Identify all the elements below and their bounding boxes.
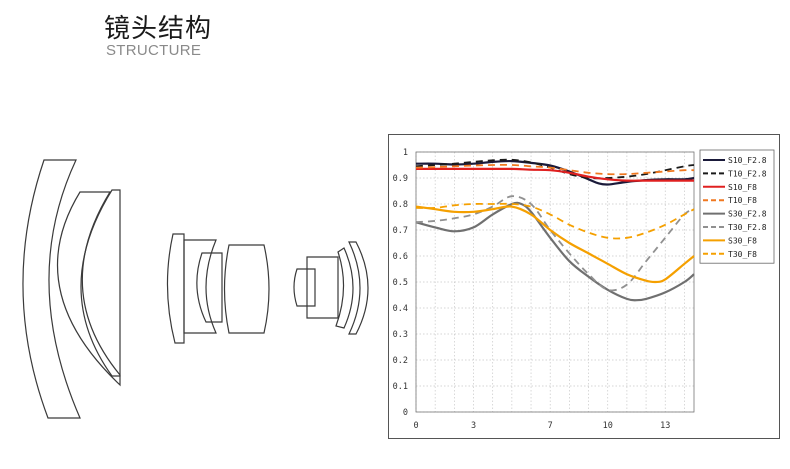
lens-element-2 bbox=[56, 191, 121, 387]
y-tick-label: 0.2 bbox=[393, 356, 408, 366]
legend-label: S30_F8 bbox=[728, 236, 757, 245]
y-tick-label: 0.1 bbox=[393, 382, 408, 392]
chart-axes: 00.10.20.30.40.50.60.70.80.910 3 7 10 13 bbox=[393, 148, 695, 431]
y-tick-label: 0.7 bbox=[393, 226, 408, 236]
series-line-t10-f8 bbox=[415, 163, 695, 176]
y-tick-label: 1 bbox=[403, 148, 408, 158]
series-line-s10-f8 bbox=[416, 167, 694, 182]
lens-element-8 bbox=[293, 268, 316, 307]
lens-element-9 bbox=[306, 256, 339, 319]
lens-structure-diagram bbox=[22, 159, 369, 419]
series-line-t30-f8 bbox=[415, 202, 695, 240]
x-tick-label: 0 bbox=[413, 421, 418, 431]
y-tick-label: 0.4 bbox=[393, 304, 408, 314]
lens-element-3 bbox=[80, 189, 121, 377]
plot-area-border bbox=[415, 151, 695, 413]
lens-element-10 bbox=[335, 247, 354, 329]
x-tick-label: 7 bbox=[548, 421, 553, 431]
legend-label: T30_F8 bbox=[728, 250, 757, 259]
page-title: 镜头结构 bbox=[104, 14, 213, 44]
legend-label: T30_F2.8 bbox=[728, 223, 767, 232]
series-line-s30-f2-8 bbox=[415, 201, 695, 302]
x-tick-label: 13 bbox=[660, 421, 670, 431]
chart-series bbox=[415, 158, 695, 302]
y-tick-label: 0.5 bbox=[393, 278, 408, 288]
y-tick-label: 0 bbox=[403, 408, 408, 418]
lens-element-6 bbox=[196, 252, 223, 323]
x-tick-label: 10 bbox=[603, 421, 613, 431]
legend-label: T10_F2.8 bbox=[728, 169, 767, 178]
y-tick-label: 0.3 bbox=[393, 330, 408, 340]
legend-label: T10_F8 bbox=[728, 196, 757, 205]
legend-box bbox=[699, 149, 775, 264]
series-line-s30-f8 bbox=[415, 205, 695, 284]
y-tick-label: 0.8 bbox=[393, 200, 408, 210]
x-tick-label: 3 bbox=[471, 421, 476, 431]
y-tick-label: 0.6 bbox=[393, 252, 408, 262]
legend-label: S10_F2.8 bbox=[728, 156, 767, 165]
mtf-chart: 00.10.20.30.40.50.60.70.80.910 3 7 10 13 S10… bbox=[388, 134, 780, 439]
lens-element-11 bbox=[348, 241, 369, 335]
legend-label: S30_F2.8 bbox=[728, 210, 767, 219]
legend-label: S10_F8 bbox=[728, 183, 757, 192]
chart-legend: S10_F2.8 T10_F2.8 S10_F8 T10_F8 S30_F2.8 T30_… bbox=[699, 149, 775, 264]
page-subtitle: STRUCTURE bbox=[106, 42, 202, 59]
lens-element-7 bbox=[223, 244, 270, 334]
lens-element-4 bbox=[166, 233, 185, 344]
lens-element-1 bbox=[22, 159, 81, 419]
series-line-t30-f2-8 bbox=[415, 195, 695, 292]
lens-element-5 bbox=[183, 239, 217, 334]
y-tick-label: 0.9 bbox=[393, 174, 408, 184]
